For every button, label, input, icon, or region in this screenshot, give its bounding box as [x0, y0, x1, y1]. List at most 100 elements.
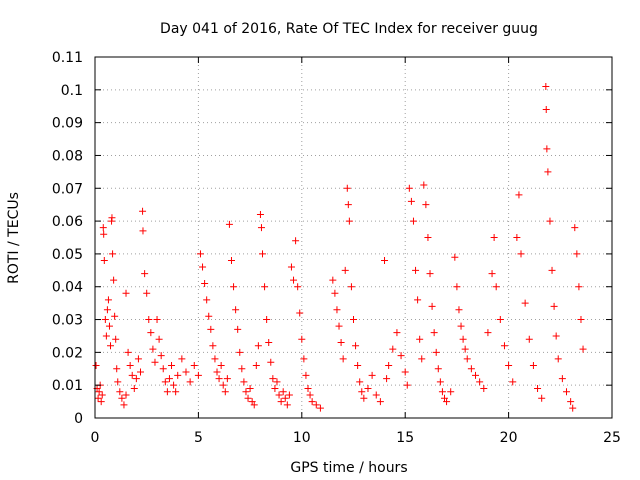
- data-point: [221, 388, 229, 396]
- data-point: [505, 361, 513, 369]
- data-point: [246, 384, 254, 392]
- data-point: [376, 398, 384, 406]
- data-point: [259, 250, 267, 258]
- y-tick-label: 0.07: [52, 181, 83, 197]
- data-point: [111, 312, 119, 320]
- data-point: [412, 266, 420, 274]
- data-point: [393, 329, 401, 337]
- data-point: [242, 388, 250, 396]
- data-point: [139, 207, 147, 215]
- data-point: [577, 316, 585, 324]
- data-point: [271, 384, 279, 392]
- data-point: [389, 345, 397, 353]
- data-point: [424, 234, 432, 241]
- data-point: [165, 375, 173, 383]
- data-point: [405, 184, 413, 192]
- data-point: [132, 375, 140, 383]
- data-point: [426, 270, 434, 278]
- axis-ticks: 0 5 10 15 20 25 0 0.01 0.02 0.03 0.04 0.05 0.06 0.07 0…: [52, 50, 621, 446]
- data-point: [155, 335, 163, 343]
- data-point: [232, 306, 240, 314]
- data-point: [432, 348, 440, 356]
- data-point: [98, 391, 106, 399]
- data-point: [300, 355, 308, 363]
- data-point: [500, 342, 508, 350]
- data-point: [211, 355, 219, 363]
- y-tick-label: 0.02: [52, 345, 83, 361]
- data-point: [244, 394, 252, 402]
- data-point: [352, 342, 360, 350]
- data-point: [99, 224, 107, 232]
- data-point: [174, 371, 182, 379]
- data-point: [538, 394, 546, 402]
- data-point: [372, 391, 380, 399]
- data-point: [358, 388, 366, 396]
- data-point: [360, 394, 368, 402]
- data-point: [401, 368, 409, 376]
- y-tick-label: 0.06: [52, 214, 83, 230]
- data-point: [455, 306, 463, 314]
- x-tick-label: 0: [91, 430, 100, 446]
- data-point: [194, 371, 202, 379]
- data-point: [92, 361, 100, 369]
- data-point: [381, 256, 389, 264]
- data-point: [267, 358, 275, 366]
- data-point: [108, 214, 116, 222]
- data-point: [414, 296, 422, 304]
- data-point: [147, 329, 155, 337]
- data-point: [130, 384, 138, 392]
- data-point: [438, 388, 446, 396]
- data-point: [105, 322, 113, 330]
- data-point: [567, 398, 575, 406]
- data-point: [227, 256, 235, 264]
- data-point: [230, 283, 238, 291]
- data-point: [203, 296, 211, 304]
- data-point: [205, 312, 213, 320]
- data-point: [269, 375, 277, 383]
- data-point: [190, 361, 198, 369]
- data-point: [552, 332, 560, 340]
- data-point: [100, 230, 108, 238]
- data-point: [436, 378, 444, 386]
- data-point: [335, 322, 343, 330]
- data-point: [306, 391, 314, 399]
- data-point: [422, 201, 430, 209]
- data-point: [331, 289, 339, 297]
- data-point: [287, 263, 295, 271]
- data-point: [161, 378, 169, 386]
- data-point: [385, 361, 393, 369]
- data-point: [513, 234, 521, 241]
- data-point: [472, 371, 480, 379]
- y-tick-label: 0.1: [61, 83, 83, 99]
- data-point: [316, 404, 324, 412]
- data-point: [298, 335, 306, 343]
- data-point: [94, 394, 102, 402]
- data-point: [409, 217, 417, 225]
- data-point: [273, 378, 281, 386]
- data-point: [333, 306, 341, 314]
- data-point: [219, 381, 227, 389]
- data-point: [103, 306, 111, 314]
- data-point: [573, 250, 581, 258]
- data-point: [546, 217, 554, 225]
- data-point: [109, 250, 117, 258]
- data-point: [159, 365, 167, 373]
- data-point: [459, 335, 467, 343]
- x-tick-label: 5: [194, 430, 203, 446]
- data-point: [124, 348, 132, 356]
- data-point: [199, 263, 207, 271]
- data-point: [292, 237, 300, 245]
- data-point: [116, 388, 124, 396]
- data-point: [112, 335, 120, 343]
- data-point: [143, 289, 151, 297]
- data-point: [217, 361, 225, 369]
- data-point: [543, 145, 551, 153]
- data-point: [279, 388, 287, 396]
- data-point: [250, 401, 258, 409]
- data-point: [139, 227, 147, 235]
- data-point: [490, 234, 498, 241]
- data-point: [397, 352, 405, 360]
- data-point: [168, 361, 176, 369]
- data-point: [525, 335, 533, 343]
